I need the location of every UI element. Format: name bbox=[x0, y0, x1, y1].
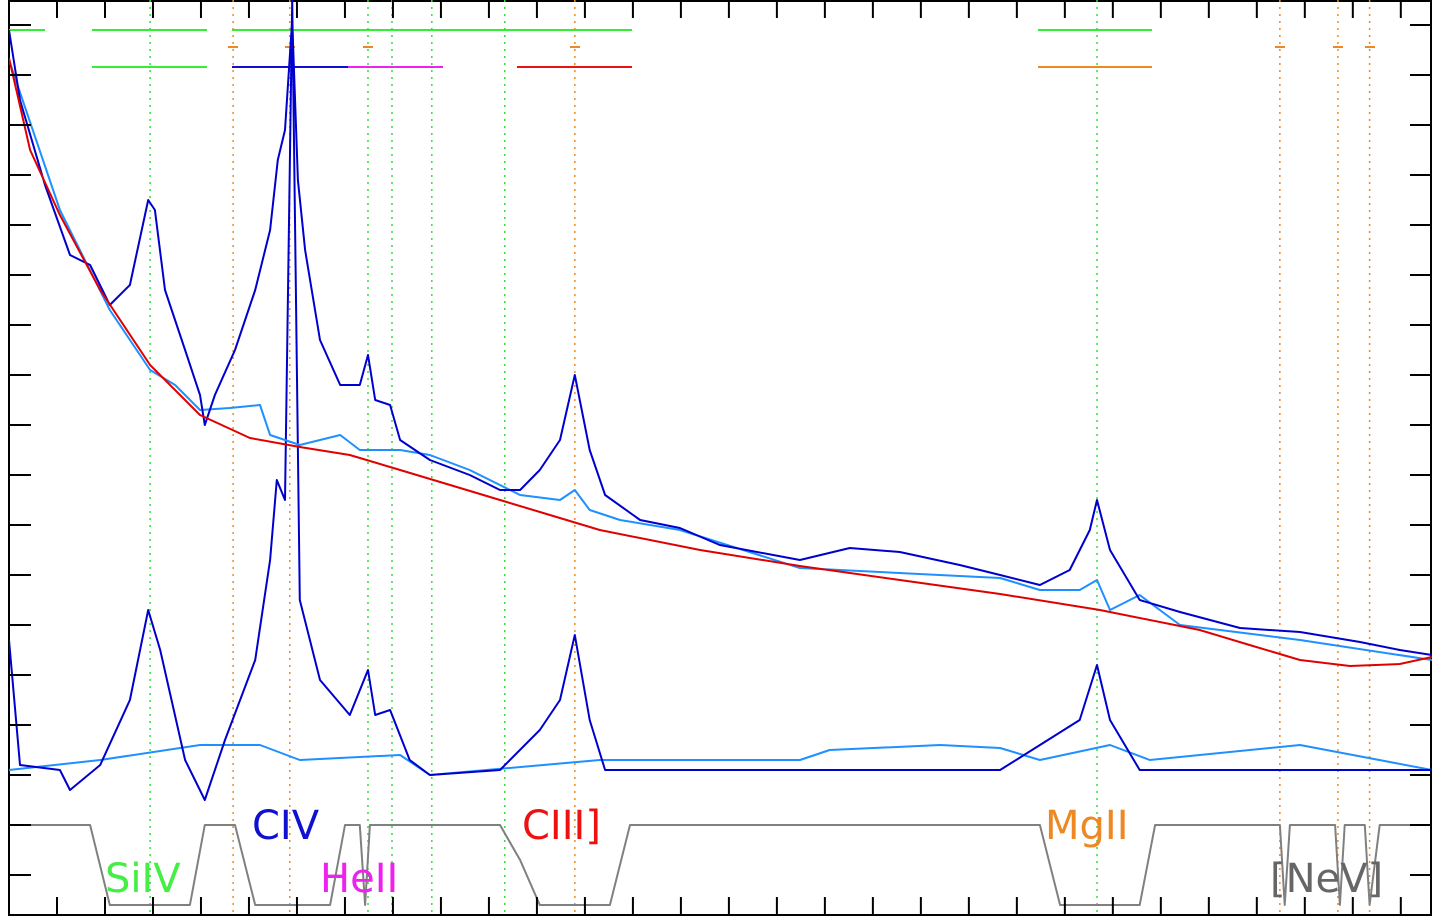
series-line bbox=[9, 744, 1432, 776]
line-ranges bbox=[9, 29, 1375, 68]
annotation: SiIV bbox=[105, 856, 181, 902]
annotation: HeII bbox=[320, 856, 398, 902]
plot-frame bbox=[8, 0, 1432, 916]
series-line bbox=[9, 59, 1432, 661]
annotation: CIV bbox=[252, 803, 320, 849]
plot-area bbox=[9, 0, 1432, 915]
series-line bbox=[9, 0, 1432, 801]
series-line bbox=[9, 824, 1432, 906]
annotation: MgII bbox=[1045, 803, 1129, 849]
series-line bbox=[9, 19, 1432, 656]
annotation: CIII] bbox=[522, 803, 601, 849]
series-line bbox=[9, 57, 1432, 667]
annotation: [NeV] bbox=[1270, 856, 1383, 902]
